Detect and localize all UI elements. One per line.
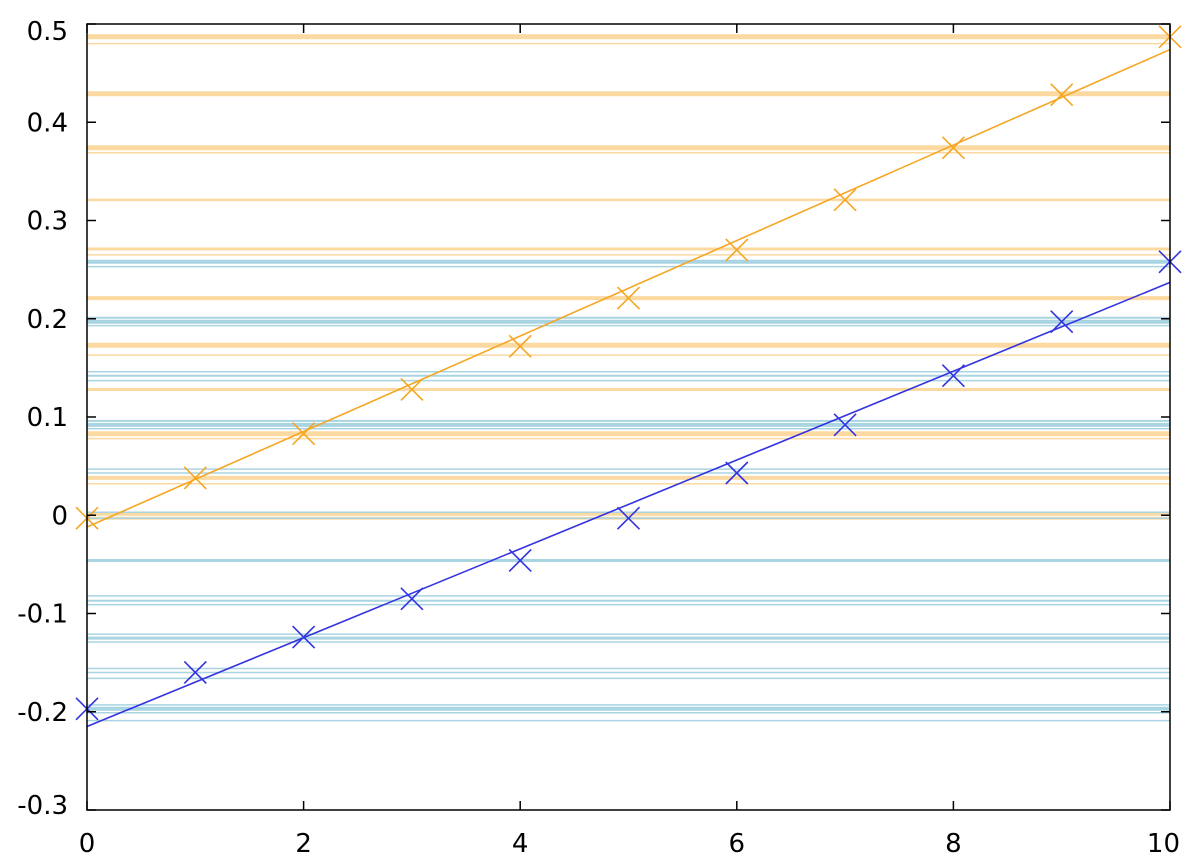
x-tick-label-3: 6 [729,829,746,859]
point-s0-7 [833,188,857,212]
marker-stroke [616,286,641,310]
marker-stroke [1050,83,1074,107]
marker-stroke [508,334,532,358]
marker-stroke [183,660,207,685]
point-s1-1 [183,660,207,685]
y-tick-label-1: 0.4 [27,108,68,138]
point-s0-4 [508,334,532,358]
data-markers [75,25,1182,721]
marker-stroke [616,506,641,530]
point-s1-3 [400,587,424,611]
y-tick-label-4: 0.1 [27,403,68,433]
point-s0-8 [941,136,965,160]
x-tick-label-1: 2 [295,829,312,859]
y-tick-label-8: -0.3 [17,791,68,821]
marker-stroke [941,136,965,160]
plot-frame [86,23,1171,811]
y-tick-labels: 0.5 0.4 0.3 0.2 0.1 0 -0.1 -0.2 -0.3 [17,17,68,821]
marker-stroke [292,422,316,446]
marker-stroke [833,413,857,437]
point-s1-2 [292,625,316,649]
reference-lines [87,34,1170,722]
fit-lines [86,48,1171,728]
y-tick-label-0: 0.5 [27,17,68,47]
y-tick-label-6: -0.1 [17,600,68,630]
fit-line-series-1 [86,281,1171,728]
marker-stroke [725,461,749,485]
marker-stroke [400,587,424,611]
point-s0-2 [292,422,316,446]
x-tick-label-5: 10 [1147,829,1180,859]
point-s0-3 [400,377,424,402]
y-tick-label-7: -0.2 [17,698,68,728]
marker-stroke [725,238,749,262]
point-s0-6 [725,238,749,262]
marker-stroke [941,364,965,388]
x-tick-labels: 0 2 4 6 8 10 [79,829,1180,859]
point-s0-1 [183,466,207,490]
point-s0-9 [1050,83,1074,107]
point-s0-5 [616,286,641,310]
y-tick-label-3: 0.2 [27,305,68,335]
fit-line-series-0 [86,48,1171,528]
marker-stroke [400,377,424,402]
point-s1-7 [833,413,857,437]
point-s1-8 [941,364,965,388]
axis-ticks [86,23,1171,811]
x-tick-label-4: 8 [945,829,962,859]
point-s1-9 [1050,310,1074,334]
marker-stroke [833,188,857,212]
marker-stroke [508,548,532,573]
x-tick-label-0: 0 [79,829,96,859]
point-s1-4 [508,548,532,573]
point-s1-5 [616,506,641,530]
marker-stroke [1050,310,1074,334]
y-tick-label-2: 0.3 [27,207,68,237]
marker-stroke [292,625,316,649]
marker-stroke [183,466,207,490]
point-s1-6 [725,461,749,485]
x-tick-label-2: 4 [512,829,529,859]
y-tick-label-5: 0 [51,501,68,531]
